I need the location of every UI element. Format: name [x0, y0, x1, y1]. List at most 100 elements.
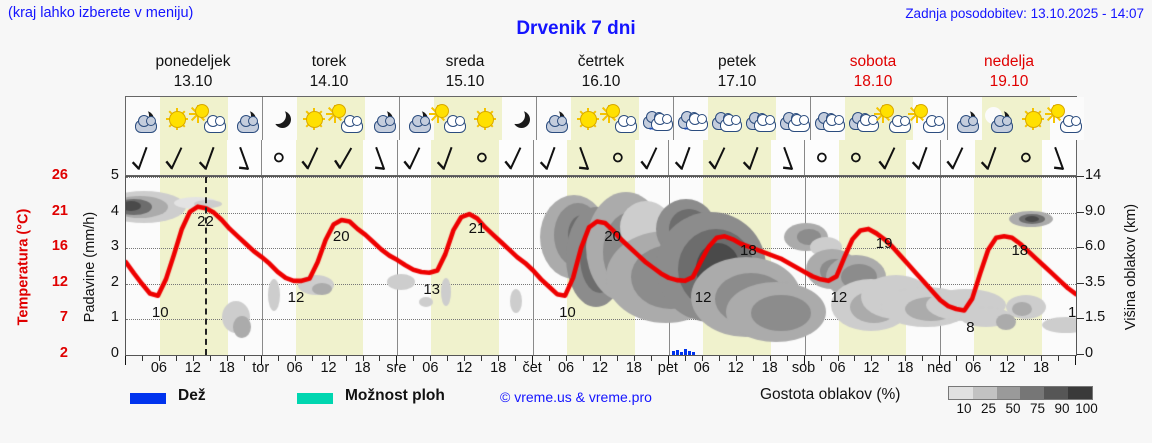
x-axis-labels: 06 12 18 tor 06 12 18 sre 06 12 18 čet 06 12 18 pet 06 12… — [125, 360, 1077, 380]
x-tick — [1024, 356, 1026, 361]
temperature-value-label: 19 — [875, 234, 893, 252]
weather-icon-cell — [297, 97, 331, 140]
sun-cloud-icon — [428, 103, 468, 135]
x-tick — [125, 356, 126, 365]
sun-icon — [297, 103, 331, 135]
weather-icon-cell: " — [639, 97, 673, 140]
day-header-3: četrtek 16.10 — [533, 52, 669, 94]
x-tick — [939, 356, 941, 365]
sun-cloud-icon — [325, 103, 365, 135]
x-tick — [498, 356, 500, 361]
moon-cloud-icon — [400, 103, 434, 135]
moon-cloud-icon — [126, 103, 160, 135]
icon-day-0 — [126, 97, 263, 140]
cloud-height-tick: 14 — [1085, 167, 1102, 183]
x-tick — [752, 356, 754, 361]
x-tick — [294, 356, 296, 361]
cloud-icon — [811, 103, 845, 135]
temperature-value-label: 21 — [468, 220, 486, 238]
x-label: 12 — [591, 360, 609, 376]
temperature-value-label: 13 — [423, 281, 441, 299]
x-tick — [158, 356, 160, 361]
precipitation-tick: 2 — [110, 273, 119, 290]
sun-icon — [571, 103, 605, 135]
day-header-5: sobota 18.10 — [805, 52, 941, 94]
x-label-day: čet — [522, 360, 542, 376]
x-tick — [990, 356, 992, 361]
x-tick — [345, 356, 347, 361]
moon-icon — [502, 103, 536, 135]
location-menu-note[interactable]: (kraj lahko izberete v meniju) — [8, 5, 194, 21]
x-tick — [633, 356, 635, 361]
x-tick — [175, 356, 177, 361]
wind-barb — [431, 140, 466, 175]
cloud-density-tick: 90 — [1054, 401, 1070, 416]
day-name: nedelja — [984, 53, 1034, 70]
x-tick — [260, 356, 262, 365]
moon-cloud-icon — [948, 103, 982, 135]
x-tick — [718, 356, 720, 361]
cloud-icon — [708, 103, 742, 135]
cloud-density-tick: 100 — [1075, 401, 1098, 416]
day-date: 14.10 — [309, 73, 349, 90]
x-label: 12 — [184, 360, 201, 376]
x-tick — [616, 356, 618, 361]
wind-barb — [703, 140, 737, 175]
wind-barb-strip — [125, 140, 1077, 176]
temperature-tick: 26 — [51, 167, 68, 183]
x-label: 18 — [1032, 360, 1050, 376]
weather-icon-cell — [742, 97, 776, 140]
weather-icon-cell: " — [674, 97, 708, 140]
x-label: 06 — [286, 360, 303, 376]
wind-barb — [906, 140, 940, 175]
x-tick — [328, 356, 330, 361]
x-tick — [803, 356, 805, 365]
cloud-height-axis-label: Višina oblakov (km) — [1123, 203, 1140, 331]
temperature-tick: 12 — [51, 273, 68, 290]
wind-barb — [771, 140, 805, 175]
cloud-height-tick: 3.5 — [1085, 273, 1106, 290]
wind-barb — [227, 140, 261, 175]
weather-icon-cell — [502, 97, 536, 140]
temperature-value-label: 18 — [740, 242, 757, 260]
precipitation-tick: 3 — [110, 238, 119, 255]
wind-barb — [363, 140, 397, 175]
sun-icon — [160, 103, 194, 135]
rain-legend-label: Dež — [178, 387, 206, 404]
temperature-value-label: 10 — [559, 303, 576, 321]
x-tick — [549, 356, 551, 361]
precip-bar — [680, 352, 683, 355]
x-label: 18 — [490, 360, 507, 376]
day-header-4: petek 17.10 — [669, 52, 805, 94]
temperature-value-label: 18 — [1011, 242, 1029, 260]
x-label-day: tor — [252, 360, 270, 376]
icon-day-1 — [263, 97, 400, 140]
weather-icon-cell — [948, 97, 982, 140]
cloud-height-tickmark — [1077, 282, 1084, 284]
temperature-tick: 21 — [51, 202, 68, 219]
precipitation-axis-label: Padavine (mm/h) — [82, 211, 98, 323]
x-tick — [871, 356, 873, 361]
wind-barb — [635, 140, 669, 175]
x-tick — [311, 356, 313, 361]
moon-cloud-icon — [228, 103, 262, 135]
x-tick — [684, 356, 686, 361]
wind-barb — [872, 140, 907, 175]
x-tick — [447, 356, 449, 361]
cloud-rain-icon: " — [674, 103, 708, 136]
weather-icon-cell — [188, 97, 228, 140]
day-header-1: torek 14.10 — [261, 52, 397, 94]
weather-icon-cell — [845, 97, 879, 140]
day-name: torek — [311, 53, 347, 70]
day-name: ponedeljek — [155, 53, 231, 70]
x-label: 18 — [897, 360, 914, 376]
moon-icon — [263, 103, 297, 135]
copyright-link[interactable]: © vreme.us & vreme.pro — [500, 389, 652, 405]
day-date: 18.10 — [853, 73, 893, 90]
x-label: 18 — [625, 360, 642, 376]
day-date: 13.10 — [173, 73, 213, 90]
x-label: 12 — [727, 360, 744, 376]
icon-day-2 — [400, 97, 537, 140]
wind-barb — [805, 140, 839, 175]
x-label: 06 — [422, 360, 439, 376]
